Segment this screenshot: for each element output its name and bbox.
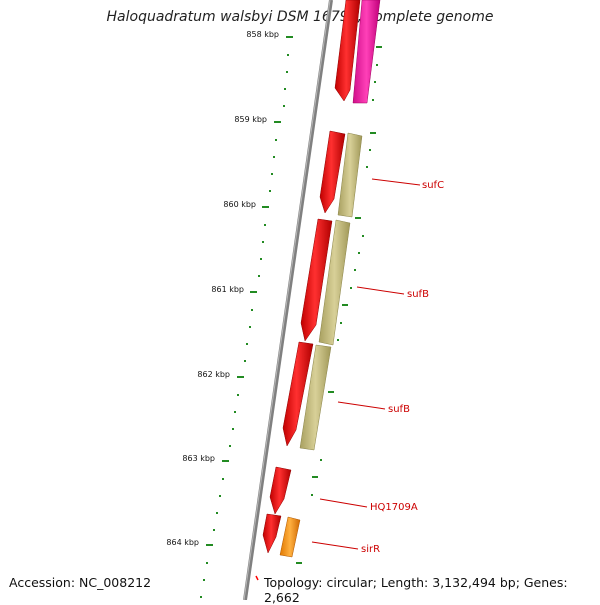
cds-arrow-HQ1709A[interactable]	[269, 466, 292, 515]
ruler-label-862: 862 kbp	[197, 370, 230, 379]
gene-label-sufB-1[interactable]: sufB	[407, 289, 429, 300]
ruler-label-859: 859 kbp	[234, 115, 267, 124]
ruler-label-858: 858 kbp	[246, 30, 279, 39]
accession-text: Accession: NC_008212	[9, 575, 152, 590]
khaki-feature-1[interactable]	[337, 132, 363, 218]
cds-arrow-top[interactable]	[334, 0, 361, 102]
ruler-label-860: 860 kbp	[223, 200, 256, 209]
topology-text: Topology: circular; Length: 3,132,494 bp…	[262, 575, 600, 605]
magenta-feature[interactable]	[352, 0, 381, 104]
gene-label-sirR[interactable]: sirR	[361, 544, 380, 555]
cds-arrow-sufC[interactable]	[319, 130, 346, 214]
ruler-label-861: 861 kbp	[211, 285, 244, 294]
cds-arrow-sufB-2[interactable]	[282, 341, 314, 447]
orange-feature[interactable]	[279, 516, 301, 558]
ruler-label-864: 864 kbp	[166, 538, 199, 547]
map-title: Haloquadratum walsbyi DSM 16790, complet…	[106, 9, 494, 25]
ruler-ticks	[206, 36, 293, 546]
gene-label-sufC[interactable]: sufC	[422, 180, 444, 191]
ruler-label-863: 863 kbp	[182, 454, 215, 463]
cds-arrow-sirR[interactable]	[262, 513, 282, 554]
cds-arrow-sufB-1[interactable]	[300, 218, 333, 342]
gene-label-sufB-2[interactable]: sufB	[388, 404, 410, 415]
backbone-highlight	[243, 0, 331, 600]
ruler-minor-ticks	[200, 54, 289, 598]
gene-leader-lines	[311, 178, 421, 550]
cds-fragment-bottom	[255, 575, 259, 581]
khaki-feature-3[interactable]	[299, 344, 332, 451]
gene-label-HQ1709A[interactable]: HQ1709A	[370, 502, 418, 513]
genome-backbone	[243, 0, 333, 600]
khaki-feature-2[interactable]	[318, 219, 351, 346]
